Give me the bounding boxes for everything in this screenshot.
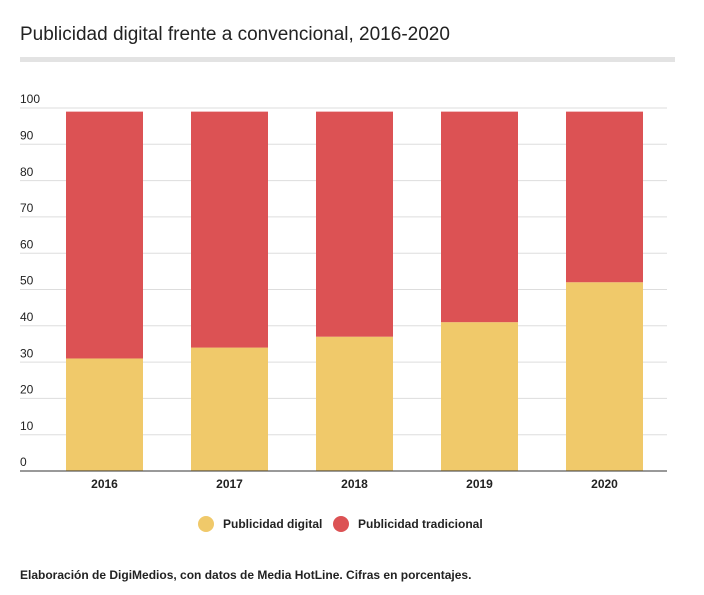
source-note: Elaboración de DigiMedios, con datos de … [20, 568, 471, 582]
x-tick-label: 2018 [341, 477, 368, 491]
chart-title: Publicidad digital frente a convencional… [20, 24, 450, 45]
bar-segment [191, 347, 268, 471]
y-tick-label: 10 [20, 419, 34, 433]
y-tick-label: 30 [20, 346, 34, 360]
bar-segment [566, 111, 643, 283]
y-tick-label: 50 [20, 274, 34, 288]
y-tick-label: 80 [20, 165, 34, 179]
bar-segment [191, 111, 268, 348]
x-tick-label: 2019 [466, 477, 493, 491]
legend-label: Publicidad tradicional [358, 517, 483, 531]
x-tick-label: 2016 [91, 477, 118, 491]
y-tick-label: 60 [20, 237, 34, 251]
y-tick-label: 0 [20, 455, 27, 469]
source-part: , con datos de Media HotLine. Cifras en … [173, 568, 471, 582]
legend-label: Publicidad digital [223, 517, 322, 531]
bar-segment [316, 336, 393, 471]
bar-segment [441, 322, 518, 471]
x-tick-label: 2020 [591, 477, 618, 491]
bar-segment [66, 358, 143, 471]
title-rule [20, 57, 675, 62]
bar-segment [566, 282, 643, 471]
y-tick-label: 70 [20, 201, 34, 215]
y-tick-label: 20 [20, 383, 34, 397]
bar-segment [441, 111, 518, 323]
y-tick-label: 40 [20, 310, 34, 324]
source-part: DigiMedios [109, 568, 173, 582]
y-tick-label: 100 [20, 92, 40, 106]
bar-segment [66, 111, 143, 359]
source-part: Elaboración de [20, 568, 109, 582]
legend-marker [198, 516, 214, 532]
legend-marker [333, 516, 349, 532]
bar-segment [316, 111, 393, 337]
x-tick-label: 2017 [216, 477, 243, 491]
y-tick-label: 90 [20, 128, 34, 142]
